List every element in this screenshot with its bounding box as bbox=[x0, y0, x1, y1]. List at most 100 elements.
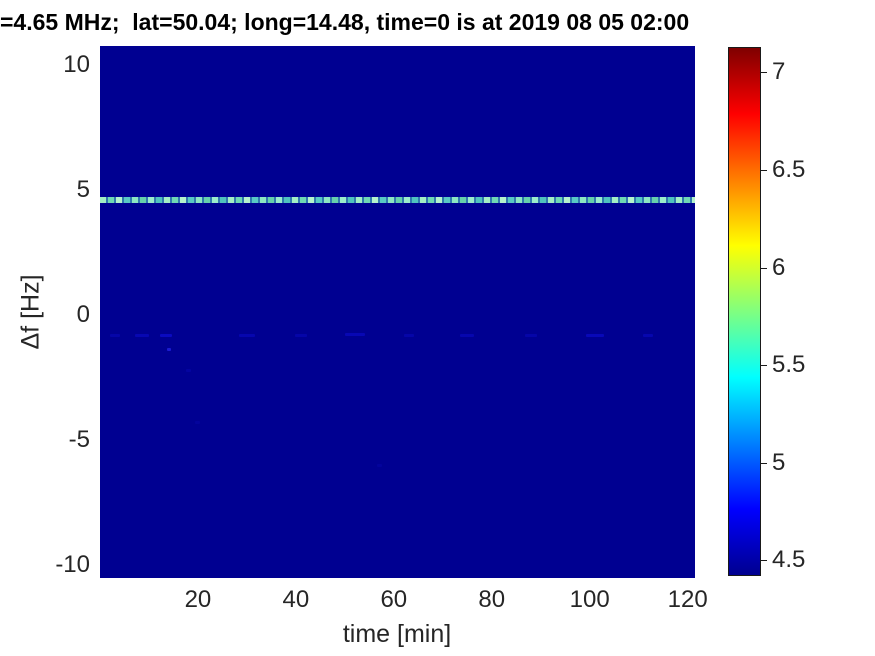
y-tick-label: 5 bbox=[76, 176, 90, 203]
signal-line-segment bbox=[284, 197, 290, 203]
signal-line-segment bbox=[572, 197, 578, 203]
y-axis-label: Δf [Hz] bbox=[16, 274, 45, 350]
signal-line-segment bbox=[292, 197, 298, 203]
signal-line-segment bbox=[612, 197, 618, 203]
x-tick-label: 100 bbox=[569, 586, 610, 613]
signal-line-segment bbox=[468, 197, 474, 203]
heatmap-speck bbox=[160, 334, 172, 337]
signal-line bbox=[100, 197, 695, 203]
y-tick-label: 0 bbox=[76, 301, 90, 328]
colorbar-tick-mark bbox=[761, 365, 767, 366]
signal-line-segment bbox=[548, 197, 554, 203]
heatmap-speck bbox=[586, 334, 604, 337]
y-tick-label: -5 bbox=[68, 426, 90, 453]
signal-line-segment bbox=[452, 197, 458, 203]
signal-line-segment bbox=[156, 197, 162, 203]
signal-line-segment bbox=[484, 197, 490, 203]
signal-line-segment bbox=[636, 197, 642, 203]
colorbar-tick-label: 5 bbox=[772, 449, 786, 476]
signal-line-segment bbox=[228, 197, 234, 203]
heatmap-speck bbox=[167, 348, 171, 351]
signal-line-segment bbox=[684, 197, 690, 203]
signal-line-segment bbox=[308, 197, 314, 203]
colorbar-tick-label: 4.5 bbox=[772, 546, 806, 573]
signal-line-segment bbox=[444, 197, 450, 203]
signal-line-segment bbox=[332, 197, 338, 203]
signal-line-segment bbox=[508, 197, 514, 203]
signal-line-segment bbox=[676, 197, 682, 203]
signal-line-segment bbox=[140, 197, 146, 203]
signal-line-segment bbox=[492, 197, 498, 203]
colorbar-tick-mark bbox=[761, 560, 767, 561]
heatmap-speck bbox=[135, 334, 149, 337]
chart-title: =4.65 MHz; lat=50.04; long=14.48, time=0… bbox=[0, 9, 690, 35]
signal-line-segment bbox=[428, 197, 434, 203]
signal-line-segment bbox=[116, 197, 122, 203]
signal-line-segment bbox=[372, 197, 378, 203]
signal-line-segment bbox=[356, 197, 362, 203]
signal-line-segment bbox=[204, 197, 210, 203]
heatmap-speck bbox=[239, 334, 255, 337]
colorbar-tick-label: 6 bbox=[772, 254, 786, 281]
signal-line-segment bbox=[620, 197, 626, 203]
y-tick-label: -10 bbox=[55, 551, 90, 578]
signal-line-segment bbox=[596, 197, 602, 203]
signal-line-segment bbox=[588, 197, 594, 203]
colorbar-tick-mark bbox=[761, 170, 767, 171]
signal-line-segment bbox=[188, 197, 194, 203]
signal-line-segment bbox=[524, 197, 530, 203]
x-tick-label: 20 bbox=[184, 586, 212, 613]
heatmap-speck bbox=[404, 334, 414, 337]
heatmap-speck bbox=[345, 333, 365, 336]
signal-line-segment bbox=[132, 197, 138, 203]
signal-line-segment bbox=[236, 197, 242, 203]
signal-line-segment bbox=[516, 197, 522, 203]
heatmap-speck bbox=[195, 421, 200, 424]
signal-line-segment bbox=[540, 197, 546, 203]
signal-line-segment bbox=[604, 197, 610, 203]
colorbar-tick-mark bbox=[761, 463, 767, 464]
signal-line-segment bbox=[436, 197, 442, 203]
signal-line-segment bbox=[348, 197, 354, 203]
heatmap-speck bbox=[460, 334, 474, 337]
signal-line-segment bbox=[660, 197, 666, 203]
signal-line-segment bbox=[412, 197, 418, 203]
signal-line-segment bbox=[244, 197, 250, 203]
heatmap-speck bbox=[377, 464, 382, 467]
colorbar-tick-mark bbox=[761, 72, 767, 73]
colorbar-tick-label: 6.5 bbox=[772, 156, 806, 183]
signal-line-segment bbox=[556, 197, 562, 203]
signal-line-segment bbox=[364, 197, 370, 203]
x-axis-label: time [min] bbox=[342, 620, 452, 648]
signal-line-segment bbox=[316, 197, 322, 203]
signal-line-segment bbox=[580, 197, 586, 203]
signal-line-segment bbox=[668, 197, 674, 203]
x-tick-label: 80 bbox=[478, 586, 506, 613]
signal-line-segment bbox=[388, 197, 394, 203]
signal-line-segment bbox=[124, 197, 130, 203]
colorbar-tick-label: 7 bbox=[772, 58, 786, 85]
x-tick-label: 60 bbox=[380, 586, 408, 613]
signal-line-segment bbox=[500, 197, 506, 203]
signal-line-segment bbox=[396, 197, 402, 203]
signal-line-segment bbox=[196, 197, 202, 203]
heatmap-speck bbox=[295, 334, 307, 337]
colorbar-tick-label: 5.5 bbox=[772, 351, 806, 378]
signal-line-segment bbox=[172, 197, 178, 203]
signal-line-segment bbox=[324, 197, 330, 203]
signal-line-segment bbox=[148, 197, 154, 203]
x-tick-label: 40 bbox=[282, 586, 310, 613]
signal-line-segment bbox=[268, 197, 274, 203]
heatmap-plot bbox=[100, 46, 695, 578]
signal-line-segment bbox=[692, 197, 695, 203]
x-tick-label: 120 bbox=[667, 586, 708, 613]
signal-line-segment bbox=[108, 197, 114, 203]
signal-line-segment bbox=[652, 197, 658, 203]
signal-line-segment bbox=[260, 197, 266, 203]
signal-line-segment bbox=[252, 197, 258, 203]
signal-line-segment bbox=[276, 197, 282, 203]
signal-line-segment bbox=[476, 197, 482, 203]
colorbar-tick-mark bbox=[761, 268, 767, 269]
signal-line-segment bbox=[532, 197, 538, 203]
